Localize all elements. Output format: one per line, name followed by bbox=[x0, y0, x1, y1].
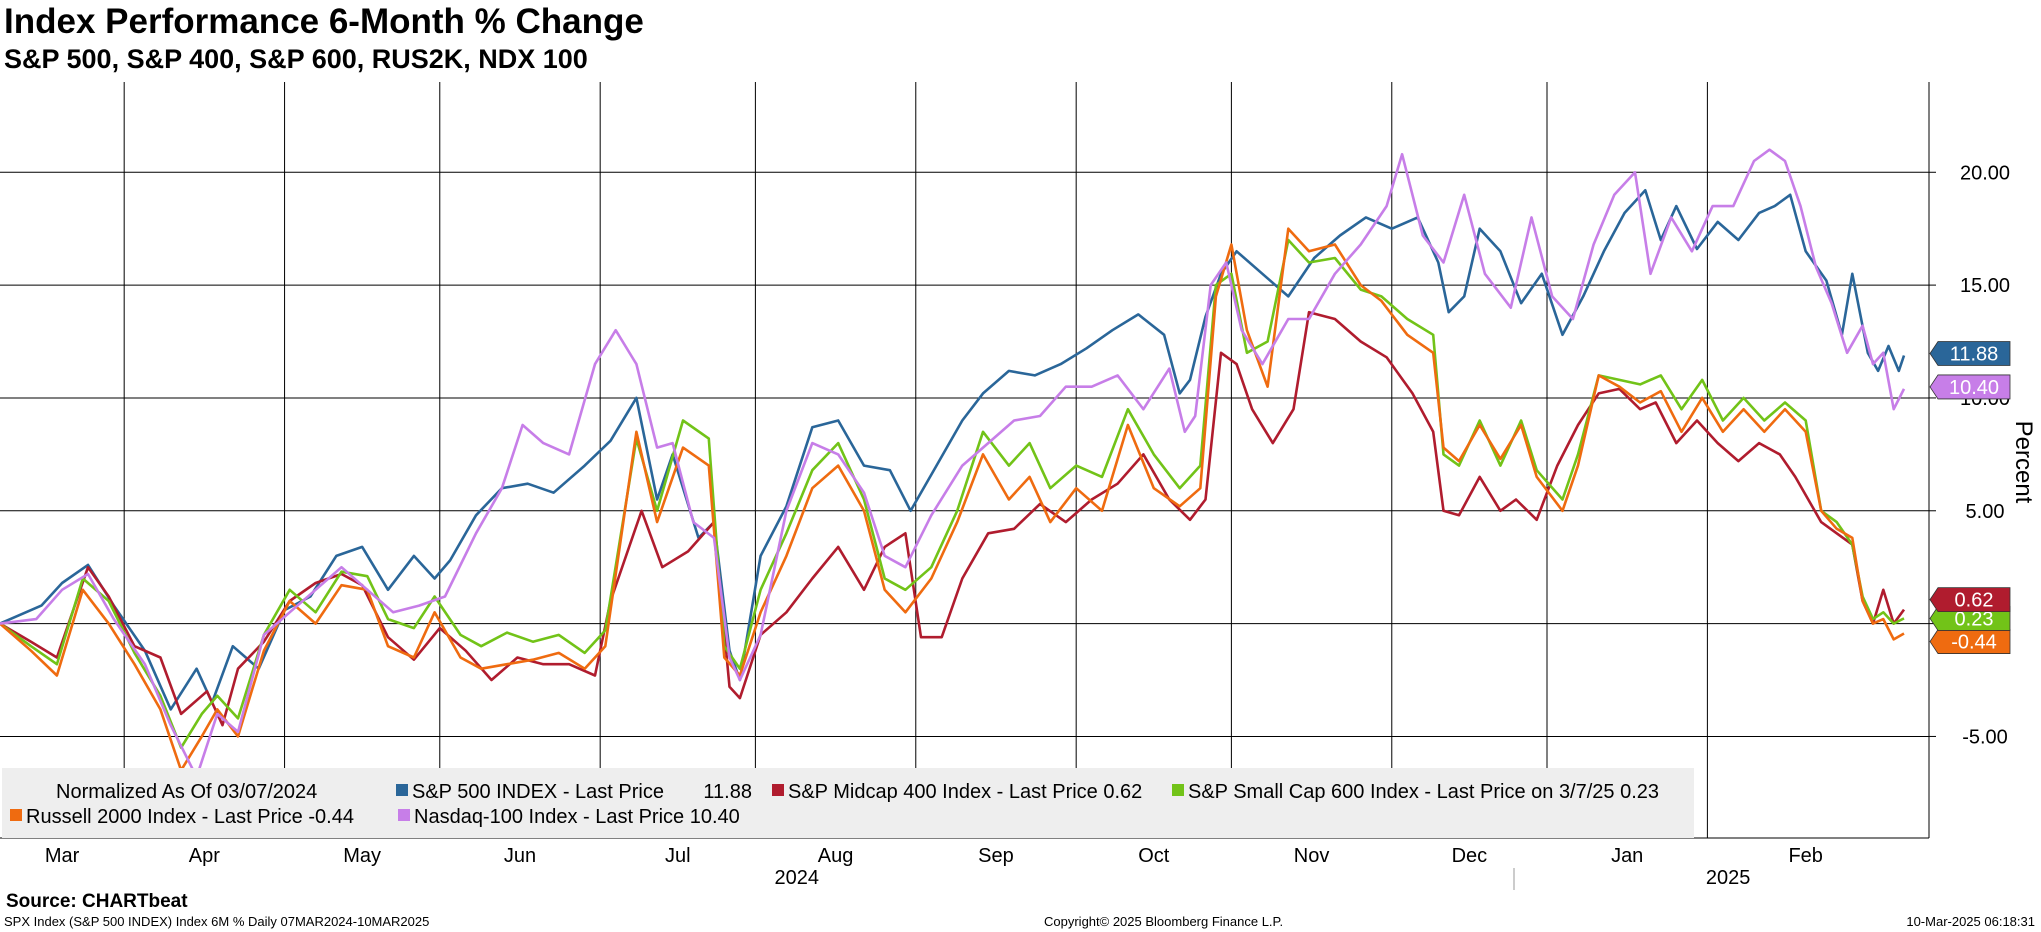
end-label-tag-0 bbox=[1929, 341, 2011, 366]
x-tick-label: Nov bbox=[1294, 845, 1330, 867]
legend-label-1: S&P Midcap 400 Index - Last Price 0.62 bbox=[788, 781, 1142, 803]
x-tick-label: May bbox=[343, 845, 381, 867]
x-tick-label: Jul bbox=[665, 845, 691, 867]
legend-box: Normalized As Of 03/07/2024 S&P 500 INDE… bbox=[2, 768, 1694, 838]
y-tick-label: 20.00 bbox=[1960, 162, 2010, 184]
legend-swatch-3 bbox=[10, 809, 22, 821]
end-label-value-3: -0.44 bbox=[1951, 632, 1997, 654]
end-label-tag-1 bbox=[1929, 587, 2011, 613]
x-tick-label: Dec bbox=[1452, 845, 1488, 867]
series-layer bbox=[0, 148, 1906, 779]
legend-background bbox=[2, 768, 1694, 838]
footer-security-info: SPX Index (S&P 500 INDEX) Index 6M % Dai… bbox=[4, 914, 430, 929]
end-label-value-4: 10.40 bbox=[1949, 377, 1999, 399]
x-tick-label: Aug bbox=[818, 845, 854, 867]
x-tick-label: Apr bbox=[189, 845, 220, 867]
chart-grid bbox=[0, 82, 1936, 839]
series-line-0 bbox=[0, 189, 1906, 711]
end-label-tag-3 bbox=[1929, 629, 2011, 654]
source-note: Source: CHARTbeat bbox=[6, 891, 188, 912]
end-value-labels: -0.440.230.62 10.40 11.88 bbox=[1929, 341, 2011, 654]
chart-subtitle: S&P 500, S&P 400, S&P 600, RUS2K, NDX 10… bbox=[4, 44, 588, 74]
legend-swatch-2 bbox=[1172, 784, 1184, 796]
legend-swatch-1 bbox=[772, 784, 784, 796]
x-year-label: 2025 bbox=[1706, 867, 1751, 889]
legend-value-0: 11.88 bbox=[703, 781, 752, 803]
chart-title: Index Performance 6-Month % Change bbox=[4, 2, 644, 41]
end-label-tag-4 bbox=[1929, 374, 2011, 400]
x-tick-label: Jan bbox=[1611, 845, 1643, 867]
x-tick-label: Feb bbox=[1788, 845, 1822, 867]
legend-label-2: S&P Small Cap 600 Index - Last Price on … bbox=[1188, 781, 1659, 803]
footer-copyright: Copyright© 2025 Bloomberg Finance L.P. bbox=[1044, 914, 1284, 929]
x-year-label: 2024 bbox=[775, 867, 820, 889]
series-line-1 bbox=[0, 310, 1906, 727]
end-label-value-0: 11.88 bbox=[1950, 344, 1999, 366]
series-line-4 bbox=[0, 148, 1906, 779]
end-label-value-1: 0.62 bbox=[1955, 590, 1994, 612]
footer-timestamp: 10-Mar-2025 06:18:31 bbox=[1906, 914, 2035, 929]
legend-label-3: Russell 2000 Index - Last Price -0.44 bbox=[26, 806, 354, 828]
legend-swatch-0 bbox=[396, 784, 408, 796]
y-tick-label: 5.00 bbox=[1966, 501, 2005, 523]
y-tick-label: -5.00 bbox=[1962, 726, 2008, 748]
y-tick-label: 15.00 bbox=[1960, 275, 2010, 297]
legend-swatch-4 bbox=[398, 809, 410, 821]
legend-normalized-label: Normalized As Of 03/07/2024 bbox=[56, 781, 317, 803]
end-label-value-2: 0.23 bbox=[1955, 608, 1994, 630]
x-tick-label: Mar bbox=[45, 845, 80, 867]
y-axis-label: Percent bbox=[2010, 421, 2037, 504]
series-line-3 bbox=[0, 227, 1905, 772]
series-line-2 bbox=[0, 238, 1905, 749]
legend-label-4: Nasdaq-100 Index - Last Price 10.40 bbox=[414, 806, 740, 828]
axis-labels: Mar Apr May Jun Jul Aug Sep Oct Nov Dec Jan Feb 20.0… bbox=[45, 162, 2010, 890]
legend-label-0: S&P 500 INDEX - Last Price bbox=[412, 781, 664, 803]
x-tick-label: Jun bbox=[504, 845, 536, 867]
x-tick-label: Oct bbox=[1138, 845, 1170, 867]
x-tick-label: Sep bbox=[978, 845, 1014, 867]
